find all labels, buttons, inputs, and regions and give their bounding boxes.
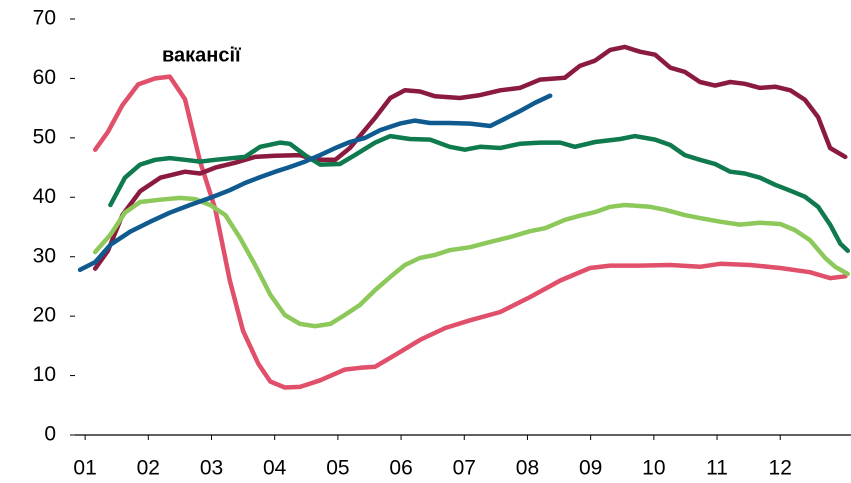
x-tick-label: 12 — [769, 457, 792, 480]
y-tick-label: 70 — [33, 7, 56, 30]
series-line — [92, 195, 851, 329]
x-tick-label: 07 — [453, 457, 476, 480]
series-line — [92, 74, 848, 390]
x-tick-label: 03 — [200, 457, 223, 480]
y-tick-label: 60 — [33, 66, 56, 89]
y-tick-label: 0 — [44, 423, 56, 446]
y-tick-label: 20 — [33, 304, 56, 327]
y-tick-label: 30 — [33, 244, 56, 267]
annotation: вакансії — [162, 44, 241, 66]
x-tick-label: 02 — [137, 457, 160, 480]
x-tick-label: 09 — [579, 457, 602, 480]
series-line — [108, 133, 851, 254]
x-tick-label: 01 — [73, 457, 96, 480]
x-tick-label: 11 — [706, 457, 728, 480]
y-tick-label: 40 — [33, 185, 56, 208]
series-line — [77, 93, 553, 273]
x-tick-label: 05 — [326, 457, 349, 480]
x-tick-label: 10 — [642, 457, 665, 480]
y-tick-label: 10 — [33, 363, 56, 386]
x-tick-label: 08 — [516, 457, 539, 480]
y-tick-label: 50 — [33, 125, 56, 148]
x-tick-label: 04 — [263, 457, 287, 480]
x-tick-label: 06 — [389, 457, 412, 480]
series-line — [92, 44, 848, 271]
